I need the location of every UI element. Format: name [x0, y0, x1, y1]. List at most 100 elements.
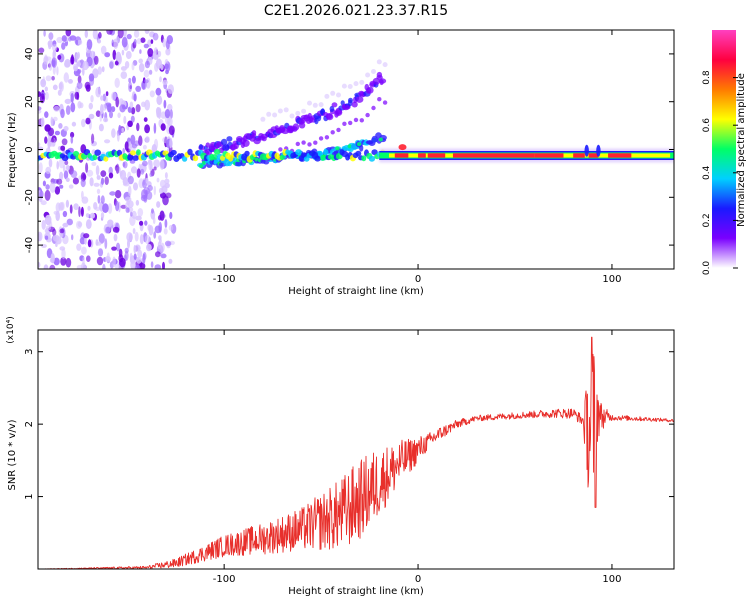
spectrogram-cell	[261, 136, 267, 142]
spectrogram-cell	[44, 86, 48, 92]
spectrogram-cell	[130, 134, 136, 145]
spectrogram-cell	[107, 203, 113, 214]
spectrogram-cell	[81, 246, 87, 255]
spectrogram-cell	[86, 39, 93, 50]
spectrogram-cell	[162, 38, 167, 48]
spectrogram-cell	[133, 38, 137, 45]
spectrogram-cell	[68, 79, 73, 84]
spectrogram-cell	[86, 169, 94, 177]
spectrogram-cell	[42, 76, 45, 85]
spectrogram-cell	[70, 170, 78, 179]
spectrogram-cell	[132, 228, 136, 234]
spectrogram-cell	[80, 178, 86, 188]
spectrogram-cell	[96, 256, 104, 266]
spectrogram-cell	[143, 79, 149, 84]
spectrogram-cell	[95, 86, 102, 98]
spectrogram-cell	[153, 185, 156, 196]
spectrogram-cell	[111, 106, 116, 113]
spectrogram-cell	[142, 160, 148, 167]
spectrogram-cell	[124, 141, 129, 151]
spectrogram-cell	[283, 107, 289, 113]
spectrogram-cell	[135, 85, 142, 92]
spectrogram-cell	[111, 39, 114, 47]
x-tick-label: 0	[415, 574, 421, 585]
spectrogram-cell	[134, 231, 139, 242]
spectrogram-cell	[365, 112, 370, 118]
spectrogram-cell	[139, 234, 144, 245]
spectrogram-cell	[63, 170, 69, 180]
spectrogram-cell	[135, 199, 140, 206]
spectrogram-cell	[44, 91, 49, 100]
snr-multiplier: (x10⁴)	[6, 316, 16, 343]
spectrogram-cell	[144, 220, 148, 226]
spectrogram-cell	[109, 61, 114, 69]
spectrogram-cell	[103, 156, 109, 162]
spectrogram-cell	[164, 178, 170, 184]
spectrogram-cell	[155, 58, 162, 69]
spectrogram-cell	[131, 62, 135, 71]
spectrogram-cell	[53, 257, 60, 266]
spectrogram-cell	[121, 49, 125, 56]
spectrogram-cell	[65, 105, 71, 115]
spectrogram-cell	[87, 239, 92, 248]
spectrogram-cell	[117, 112, 121, 119]
spectrogram-cell	[90, 95, 94, 103]
spectrogram-cell	[359, 79, 365, 85]
spectrogram-cell	[136, 168, 141, 178]
spectrogram-cell	[130, 115, 135, 123]
spectrogram-cell	[226, 136, 233, 142]
spectrogram-cell	[91, 161, 97, 166]
spectrogram-cell	[133, 244, 137, 254]
spectrogram-cell	[50, 253, 55, 264]
spectrogram-cell	[112, 256, 116, 268]
spectrogram-cell	[80, 206, 84, 217]
spectrogram-cell	[153, 166, 157, 171]
spectrogram-cell	[102, 203, 109, 214]
spectrogram-cell	[82, 256, 85, 267]
spectrogram-cell	[165, 39, 170, 50]
spectrogram-cell	[68, 184, 74, 189]
spectrogram-cell	[148, 225, 154, 236]
spectrogram-cell	[150, 261, 154, 268]
spectrogram-cell	[244, 150, 250, 157]
spectrogram-cell	[136, 257, 142, 264]
spectrogram-cell	[141, 101, 146, 108]
spectrogram-cell	[108, 172, 114, 179]
spectrogram-cell	[163, 99, 167, 109]
spectrogram-cell	[52, 234, 60, 242]
spectrogram-cell	[69, 35, 77, 41]
spectrogram-cell	[314, 155, 321, 162]
spectrogram-cell	[51, 57, 58, 68]
spectrogram-cell	[128, 77, 132, 83]
spectrogram-cell	[88, 102, 94, 110]
spectrogram-cell	[72, 150, 80, 157]
spectrogram-cell	[211, 154, 218, 160]
spectrogram-cell	[361, 155, 367, 162]
y-tick-label: 2	[24, 421, 35, 427]
spectrogram-cell	[125, 50, 132, 60]
spectrogram-cell	[140, 168, 145, 175]
spectrogram-cell	[148, 159, 152, 166]
spectrogram-cell	[84, 236, 87, 245]
spectrogram-cell	[89, 177, 94, 187]
spectrogram-cell	[156, 177, 160, 183]
snr-xlabel: Height of straight line (km)	[288, 586, 424, 597]
spectrogram-cell	[130, 211, 133, 217]
spectrogram-cell	[136, 38, 142, 45]
snr-series-line	[38, 336, 674, 569]
spectrogram-cell	[64, 160, 69, 166]
spectrogram-cell	[71, 121, 77, 127]
spectrogram-cell	[56, 178, 63, 185]
spectrogram-cell	[158, 187, 164, 194]
spectrogram-cell	[150, 39, 154, 44]
spectrogram-cell	[124, 196, 132, 202]
spectrogram-cell	[157, 50, 162, 58]
spectrogram-cell	[153, 47, 158, 55]
spectrogram-cell	[65, 165, 70, 171]
spectrogram-cell	[122, 30, 127, 38]
spectrogram-cell	[142, 144, 147, 150]
spectrogram-cell	[69, 204, 73, 214]
colorbar-tick-label: 0.4	[702, 165, 712, 180]
spectrogram-cell	[57, 89, 62, 96]
snr-ylabel: SNR (10 * v/v)	[7, 419, 18, 490]
